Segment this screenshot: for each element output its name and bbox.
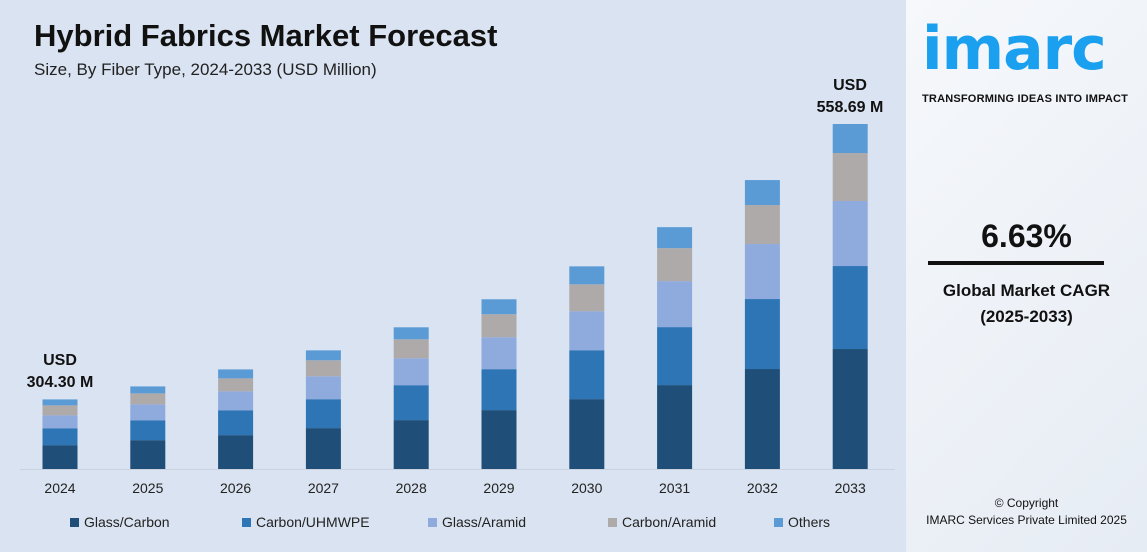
- bar-segment-2032-carbon-aramid: [744, 205, 780, 245]
- bar-segment-2029-glass-aramid: [481, 337, 517, 370]
- bar-segment-2024-carbon-uhmwpe: [42, 428, 78, 446]
- bar-segment-2033-carbon-uhmwpe: [832, 266, 868, 350]
- bar-segment-2026-glass-aramid: [218, 391, 254, 411]
- cagr-period: (2025-2033): [980, 307, 1073, 326]
- bar-segment-2028-carbon-aramid: [393, 339, 429, 359]
- bar-segment-2024-glass-aramid: [42, 415, 78, 429]
- copyright: © Copyright IMARC Services Private Limit…: [906, 495, 1147, 529]
- x-tick-label: 2024: [44, 480, 75, 496]
- x-tick-label: 2027: [308, 480, 339, 496]
- chart-legend: Glass/Carbon Carbon/UHMWPE Glass/Aramid Car…: [70, 514, 854, 530]
- bar-segment-2031-carbon-aramid: [657, 248, 693, 282]
- bar-segment-2025-glass-carbon: [130, 440, 166, 469]
- bar-segment-2026-carbon-uhmwpe: [218, 410, 254, 436]
- legend-item: Others: [774, 514, 854, 530]
- legend-label: Glass/Aramid: [442, 514, 527, 530]
- end-callout-value: 558.69 M: [816, 99, 884, 116]
- bar-segment-2031-carbon-uhmwpe: [657, 327, 693, 386]
- x-tick-label: 2025: [132, 480, 163, 496]
- legend-swatch: [428, 517, 437, 527]
- bar-segment-2027-carbon-uhmwpe: [305, 399, 341, 429]
- bar-segment-2026-others: [218, 369, 254, 379]
- legend-item: Carbon/UHMWPE: [242, 514, 428, 530]
- bar-segment-2024-glass-carbon: [42, 445, 78, 469]
- bar-segment-2033-others: [832, 124, 868, 154]
- bar-segment-2025-carbon-aramid: [130, 393, 166, 405]
- bar-segment-2033-glass-carbon: [832, 349, 868, 469]
- logo-tagline: TRANSFORMING IDEAS INTO IMPACT: [922, 93, 1129, 105]
- bar-segment-2029-carbon-uhmwpe: [481, 369, 517, 411]
- start-value-callout: USD 304.30 M: [18, 350, 102, 394]
- bar-segment-2026-carbon-aramid: [218, 378, 254, 392]
- start-callout-currency: USD: [43, 352, 77, 369]
- bar-segment-2032-carbon-uhmwpe: [744, 299, 780, 370]
- end-callout-currency: USD: [833, 77, 867, 94]
- bar-segment-2033-glass-aramid: [832, 201, 868, 267]
- legend-label: Carbon/Aramid: [622, 514, 717, 530]
- cagr-value: 6.63%: [981, 218, 1072, 254]
- bar-segment-2030-glass-carbon: [569, 399, 605, 469]
- legend-swatch: [608, 517, 617, 527]
- copyright-label: © Copyright: [994, 496, 1059, 510]
- bar-segment-2028-others: [393, 327, 429, 340]
- bar-segment-2025-others: [130, 386, 166, 394]
- legend-label: Carbon/UHMWPE: [256, 514, 370, 530]
- bar-segment-2029-carbon-aramid: [481, 314, 517, 338]
- chart-panel: Hybrid Fabrics Market Forecast Size, By …: [0, 0, 906, 552]
- x-tick-label: 2032: [747, 480, 778, 496]
- end-value-callout: USD 558.69 M: [806, 75, 894, 119]
- x-tick-label: 2026: [220, 480, 251, 496]
- bar-segment-2027-others: [305, 350, 341, 361]
- cagr-label: Global Market CAGR (2025-2033): [906, 278, 1147, 330]
- bar-segment-2029-others: [481, 299, 517, 315]
- cagr-label-text: Global Market CAGR: [942, 281, 1111, 300]
- chart-subtitle: Size, By Fiber Type, 2024-2033 (USD Mill…: [34, 60, 377, 79]
- legend-label: Glass/Carbon: [84, 514, 170, 530]
- x-tick-label: 2030: [571, 480, 602, 496]
- bar-segment-2032-glass-carbon: [744, 369, 780, 469]
- bar-segment-2029-glass-carbon: [481, 410, 517, 469]
- bar-segment-2032-glass-aramid: [744, 244, 780, 300]
- bar-segment-2033-carbon-aramid: [832, 153, 868, 202]
- legend-item: Glass/Carbon: [70, 514, 242, 530]
- bar-segment-2027-glass-aramid: [305, 376, 341, 400]
- bar-segment-2024-others: [42, 399, 78, 406]
- start-callout-value: 304.30 M: [26, 374, 94, 391]
- bar-segment-2031-glass-carbon: [657, 385, 693, 469]
- legend-swatch: [774, 517, 783, 527]
- legend-item: Glass/Aramid: [428, 514, 608, 530]
- bar-segment-2027-carbon-aramid: [305, 360, 341, 377]
- bar-segment-2025-glass-aramid: [130, 404, 166, 421]
- stacked-bar-chart: 2024 2025 2026 2027 2028 2029 2030 2031 2032 2033: [20, 124, 895, 496]
- legend-swatch: [70, 517, 79, 527]
- legend-item: Carbon/Aramid: [608, 514, 774, 530]
- chart-title: Hybrid Fabrics Market Forecast: [34, 18, 498, 53]
- bar-segment-2031-glass-aramid: [657, 281, 693, 328]
- x-tick-label: 2028: [396, 480, 427, 496]
- bar-segment-2028-glass-aramid: [393, 358, 429, 386]
- x-tick-label: 2031: [659, 480, 690, 496]
- bar-segment-2030-others: [569, 266, 605, 285]
- bar-segment-2031-others: [657, 227, 693, 249]
- bar-segment-2032-others: [744, 180, 780, 206]
- cagr-divider: [928, 261, 1104, 265]
- legend-label: Others: [788, 514, 831, 530]
- imarc-logo: imarc: [922, 14, 1107, 84]
- bar-segment-2030-carbon-uhmwpe: [569, 350, 605, 400]
- bar-segment-2030-glass-aramid: [569, 311, 605, 351]
- bar-segment-2030-carbon-aramid: [569, 284, 605, 312]
- x-tick-label: 2033: [835, 480, 866, 496]
- bar-segment-2026-glass-carbon: [218, 435, 254, 469]
- bar-segment-2025-carbon-uhmwpe: [130, 420, 166, 441]
- bar-segment-2028-glass-carbon: [393, 420, 429, 469]
- bar-segment-2024-carbon-aramid: [42, 405, 78, 416]
- bar-segment-2028-carbon-uhmwpe: [393, 385, 429, 421]
- x-tick-label: 2029: [483, 480, 514, 496]
- legend-swatch: [242, 517, 251, 527]
- side-panel: imarc TRANSFORMING IDEAS INTO IMPACT 6.6…: [906, 0, 1147, 552]
- bar-segment-2027-glass-carbon: [305, 428, 341, 469]
- copyright-company: IMARC Services Private Limited 2025: [926, 513, 1127, 527]
